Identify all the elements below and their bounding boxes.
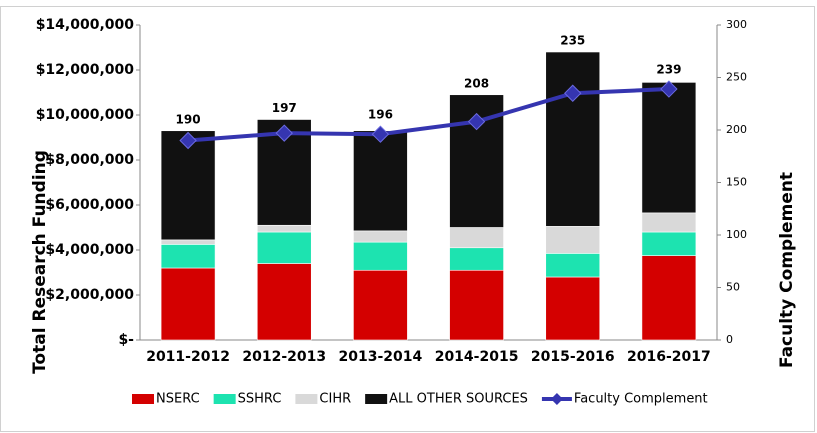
bar-segment	[353, 241, 408, 271]
y-tick-label: $2,000,000	[45, 287, 134, 303]
line-marker	[564, 84, 582, 102]
y2-tick-label: 300	[726, 18, 747, 31]
legend-swatch	[550, 393, 563, 405]
x-tick-label: 2015-2016	[531, 349, 615, 365]
x-tick-label: 2013-2014	[339, 349, 423, 365]
bar-segment	[160, 267, 216, 341]
legend-label: SSHRC	[238, 392, 282, 407]
bar-segment	[256, 231, 312, 264]
data-label: 190	[176, 112, 201, 126]
line	[187, 87, 670, 143]
chart-frame	[0, 6, 815, 432]
legend-label: ALL OTHER SOURCES	[389, 392, 528, 407]
y-tick-label: $10,000,000	[36, 107, 135, 123]
y2-tick-label: 50	[726, 281, 740, 294]
y-tick-label: $4,000,000	[45, 242, 134, 258]
bar-segment	[641, 231, 697, 256]
bar-segment	[160, 239, 216, 245]
bar-segment	[353, 230, 408, 243]
data-label: 208	[464, 76, 489, 90]
data-label: 197	[272, 101, 297, 115]
bar-segment	[256, 263, 312, 341]
legend-swatch	[213, 394, 236, 404]
legend-label: Faculty Complement	[574, 392, 708, 407]
bar-segment	[160, 244, 216, 269]
line-marker	[660, 80, 678, 98]
data-label: 235	[560, 34, 585, 48]
x-tick-label: 2011-2012	[146, 349, 230, 365]
line-marker	[275, 124, 293, 142]
y-tick-label: $6,000,000	[45, 197, 134, 213]
y-tick-label: $14,000,000	[36, 17, 135, 33]
legend-swatch	[295, 394, 318, 404]
legend-label: NSERC	[156, 392, 200, 407]
y2-tick-label: 100	[726, 228, 747, 241]
bar-segment	[256, 224, 312, 233]
bar-segment	[545, 51, 601, 227]
bar-segment	[353, 130, 408, 232]
bar-segment	[641, 255, 697, 341]
bar-segment	[641, 82, 697, 214]
data-label: 196	[368, 108, 393, 122]
line-marker	[467, 112, 486, 131]
y-tick-label: $-	[118, 332, 134, 348]
y2-tick-label: 200	[726, 123, 747, 136]
legend-label: CIHR	[319, 392, 351, 407]
x-tick-label: 2012-2013	[242, 349, 326, 365]
bar-segment	[545, 253, 601, 278]
bar-segment	[449, 227, 504, 249]
data-label: 239	[656, 63, 681, 77]
y2-tick-label: 250	[726, 71, 747, 84]
legend-swatch	[132, 394, 154, 404]
bar-segment	[449, 269, 504, 341]
x-tick-label: 2014-2015	[435, 349, 519, 365]
legend-swatch	[365, 394, 388, 404]
bar-segment	[545, 276, 601, 341]
y-tick-label: $8,000,000	[45, 152, 134, 168]
y-axis-label: Total Research Funding	[30, 150, 50, 374]
line-marker	[179, 131, 197, 150]
bar-segment	[353, 269, 408, 341]
y-tick-label: $12,000,000	[36, 62, 135, 78]
y2-tick-label: 0	[726, 333, 733, 346]
x-tick-label: 2016-2017	[627, 349, 711, 365]
bar-segment	[641, 212, 697, 233]
bar-segment	[449, 247, 504, 271]
line-marker	[371, 125, 390, 143]
y2-axis-label: Faculty Complement	[777, 172, 797, 368]
bar-segment	[545, 226, 601, 254]
y2-tick-label: 150	[726, 176, 747, 189]
